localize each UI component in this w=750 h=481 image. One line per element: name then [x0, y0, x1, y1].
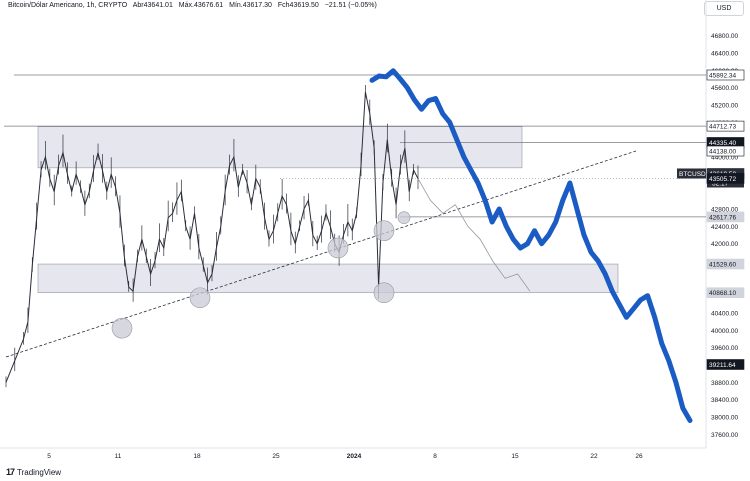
trendline: [5, 150, 637, 358]
countdown-tag-label: 32:17: [712, 180, 729, 187]
open-value: Abr43641.01: [132, 2, 173, 9]
price-tag-label: 43505.72: [709, 176, 736, 183]
y-tick-label: 37600.00: [711, 432, 738, 439]
x-tick-label: 26: [635, 453, 643, 460]
symbol-tag-bg: [677, 168, 706, 179]
y-tick-label: 38800.00: [711, 380, 738, 387]
y-tick-label: 38000.00: [711, 415, 738, 422]
price-tag-label: 40868.10: [709, 290, 736, 297]
x-tick-label: 2024: [347, 453, 362, 460]
y-tick-label: 42400.00: [711, 224, 738, 231]
x-tick-label: 8: [433, 453, 437, 460]
zone-1: [37, 263, 619, 294]
y-tick-label: 39600.00: [711, 345, 738, 352]
projection-path: [417, 178, 531, 292]
close-value: Fch43619.50: [277, 2, 319, 9]
support-circle-4: [397, 211, 411, 224]
symbol-name: Bitcoin/Dólar Americano, 1h, CRYPTO: [8, 2, 128, 9]
price-tag-label: 45892.34: [709, 72, 736, 79]
price-tag-bg: [706, 145, 745, 157]
y-tick-label: 40000.00: [711, 328, 738, 335]
x-tick-label: 15: [511, 453, 519, 460]
support-circle-2: [327, 237, 349, 259]
y-tick-label: 46800.00: [711, 33, 738, 40]
price-tag-label: 39211.64: [709, 362, 736, 369]
y-tick-label: 45600.00: [711, 85, 738, 92]
zone-0: [37, 126, 523, 169]
support-circle-0: [111, 317, 133, 339]
y-tick-label: 46400.00: [711, 51, 738, 58]
high-value: Máx.43676.61: [178, 2, 224, 9]
y-tick-label: 45200.00: [711, 103, 738, 110]
x-tick-label: 5: [47, 453, 51, 460]
x-tick-label: 11: [115, 453, 122, 460]
price-tag-label: 44138.00: [709, 149, 736, 156]
y-tick-label: 44000.00: [711, 155, 738, 162]
price-tag-bg: [706, 173, 745, 184]
price-tag-label: 41529.60: [709, 262, 736, 269]
support-circle-1: [189, 287, 211, 309]
symbol-header: Bitcoin/Dólar Americano, 1h, CRYPTO Abr4…: [8, 2, 381, 9]
symbol-tag-label: BTCUSD: [679, 171, 706, 178]
x-tick-label: 25: [272, 453, 280, 460]
support-circle-5: [373, 282, 395, 304]
y-tick-label: 42000.00: [711, 241, 738, 248]
price-tag-label: 44335.40: [709, 140, 736, 147]
price-tag-bg: [706, 258, 745, 270]
low-value: Mín.43617.30: [229, 2, 272, 9]
y-tick-label: 38400.00: [711, 397, 738, 404]
brand-name: TradingView: [17, 467, 62, 477]
price-tag-bg: [706, 120, 745, 132]
tv-logo-icon: 17: [6, 467, 15, 477]
change-value: −21.51 (−0.05%): [324, 2, 377, 9]
price-tag-bg: [706, 359, 745, 370]
price-tag-label: 44712.73: [709, 124, 736, 131]
y-tick-label: 42800.00: [711, 207, 738, 214]
forecast-path: [369, 68, 693, 423]
x-tick-label: 22: [590, 453, 598, 460]
support-circle-3: [373, 220, 395, 241]
price-tag-bg: [706, 211, 745, 223]
price-tag-bg: [706, 287, 745, 299]
y-tick-label: 40400.00: [711, 311, 738, 318]
price-tag-bg: [706, 69, 745, 81]
tradingview-logo[interactable]: 17 TradingView: [6, 467, 61, 477]
price-tag-label: 42617.76: [709, 214, 736, 221]
currency-button[interactable]: USD: [704, 1, 744, 16]
x-tick-label: 18: [193, 453, 201, 460]
